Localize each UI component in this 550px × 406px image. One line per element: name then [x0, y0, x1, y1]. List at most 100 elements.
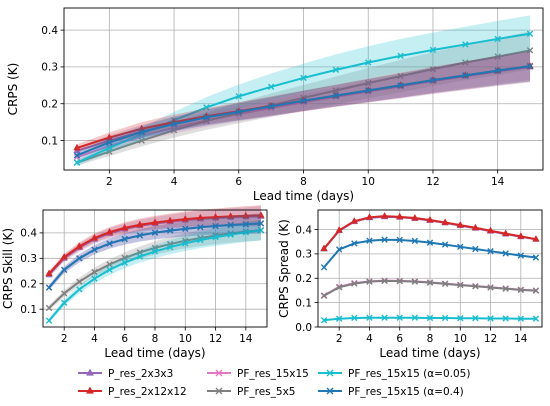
marker-a005-5 — [235, 93, 242, 100]
x-tick-label: 8 — [152, 333, 159, 345]
marker-pf5-12 — [502, 285, 509, 292]
series-a04 — [320, 236, 540, 271]
marker-pf5-0 — [320, 292, 328, 299]
y-tick-label: 0.2 — [295, 273, 312, 285]
marker-p12-0 — [73, 143, 81, 151]
x-tick-label: 12 — [209, 333, 222, 345]
band-p3 — [49, 206, 261, 278]
marker-a04-13 — [242, 221, 250, 228]
marker-p12-14 — [257, 211, 265, 218]
x-tick-label: 14 — [239, 333, 253, 345]
y-tick-label: 0.1 — [41, 135, 58, 147]
marker-a005-5 — [121, 259, 128, 266]
marker-p12-5 — [396, 212, 404, 220]
x-axis-label: Lead time (days) — [104, 346, 205, 360]
band-a04 — [76, 51, 531, 159]
panel-top: 2 4 6 8 10 12 14 0.1 0.2 0.3 0.4 Lead time (days) CR… — [6, 7, 544, 203]
y-tick-label: 0.1 — [20, 304, 37, 316]
x-tick-label: 2 — [61, 333, 68, 345]
x-tick-label: 12 — [426, 176, 439, 188]
marker-a04-4 — [381, 236, 388, 243]
marker-a005-0 — [45, 317, 53, 324]
marker-pf5-14 — [526, 47, 534, 54]
marker-a005-legend — [326, 369, 334, 377]
y-tick-label: 0.2 — [20, 279, 37, 291]
marker-a04-3 — [170, 120, 178, 128]
marker-p12-11 — [211, 213, 220, 220]
marker-a04-2 — [138, 128, 145, 136]
marker-a04-12 — [227, 221, 234, 229]
marker-a04-11 — [487, 247, 494, 255]
marker-pf5-3 — [91, 268, 98, 276]
marker-a005-11 — [429, 46, 437, 54]
marker-p12-13 — [517, 232, 525, 239]
x-tick-label: 6 — [235, 176, 242, 188]
marker-a005-3 — [366, 314, 373, 321]
marker-pf5-14 — [532, 287, 540, 294]
marker-p12-13 — [242, 211, 250, 219]
x-tick-label: 4 — [366, 333, 373, 345]
marker-a04-7 — [151, 229, 159, 236]
marker-p12-8 — [441, 218, 449, 225]
marker-a04-11 — [212, 222, 219, 230]
y-tick-label: 0.4 — [295, 224, 312, 236]
marker-a005-12 — [227, 231, 234, 238]
x-tick-label: 6 — [396, 333, 403, 345]
marker-a005-6 — [411, 314, 419, 321]
series-p12 — [320, 211, 540, 251]
marker-a04-8 — [166, 227, 174, 234]
series-a04 — [45, 213, 265, 291]
marker-p12-9 — [456, 221, 464, 228]
marker-a04-10 — [397, 82, 404, 89]
marker-p12-12 — [502, 229, 510, 237]
x-axis-label: Lead time (days) — [379, 346, 480, 360]
marker-a04-6 — [267, 103, 275, 110]
marker-pf5-13 — [517, 286, 525, 294]
marker-a005-7 — [300, 74, 307, 82]
marker-pf5-1 — [335, 284, 343, 291]
marker-a04-9 — [182, 225, 189, 233]
marker-p3-legend — [85, 368, 95, 376]
marker-a005-2 — [351, 314, 358, 322]
x-tick-label: 10 — [362, 176, 375, 188]
marker-a04-6 — [411, 237, 419, 245]
marker-pf5-7 — [426, 279, 434, 286]
marker-a005-12 — [462, 41, 469, 48]
marker-a005-6 — [136, 253, 144, 260]
marker-p12-1 — [335, 226, 343, 233]
legend-label: PF_res_15x15 (α=0.4) — [348, 386, 464, 398]
x-axis-label: Lead time (days) — [253, 189, 354, 203]
marker-a005-2 — [76, 286, 83, 293]
marker-a04-8 — [441, 241, 449, 248]
marker-pf5-10 — [397, 72, 404, 80]
marker-a04-4 — [106, 240, 113, 247]
marker-pf5-6 — [411, 278, 419, 285]
marker-a005-1 — [335, 315, 343, 322]
x-tick-label: 2 — [336, 333, 343, 345]
marker-a04-7 — [300, 97, 307, 104]
marker-a005-10 — [197, 236, 204, 244]
marker-a005-7 — [151, 248, 159, 255]
marker-pf5-9 — [365, 79, 372, 87]
marker-p12-4 — [380, 211, 389, 219]
y-axis-label: CRPS Spread (K) — [277, 219, 291, 318]
marker-a04-9 — [457, 243, 464, 251]
marker-a04-5 — [235, 108, 242, 116]
marker-p12-2 — [350, 217, 358, 224]
marker-a005-1 — [106, 144, 113, 152]
y-tick-label: 0.4 — [41, 25, 58, 37]
marker-a005-10 — [472, 315, 479, 322]
marker-a04-6 — [136, 232, 144, 239]
marker-a005-14 — [526, 30, 534, 37]
marker-p12-3 — [365, 213, 374, 220]
marker-pf5-1 — [60, 290, 68, 297]
x-tick-label: 4 — [171, 176, 178, 188]
y-tick-label: 0.1 — [295, 297, 312, 309]
marker-a04-7 — [426, 239, 434, 246]
marker-a04-5 — [121, 235, 128, 243]
y-axis-label: CRPS (K) — [6, 63, 20, 116]
y-tick-label: 0.2 — [41, 99, 58, 111]
marker-a04-10 — [472, 245, 479, 253]
band-a005 — [49, 220, 261, 324]
marker-a04-5 — [396, 236, 403, 244]
